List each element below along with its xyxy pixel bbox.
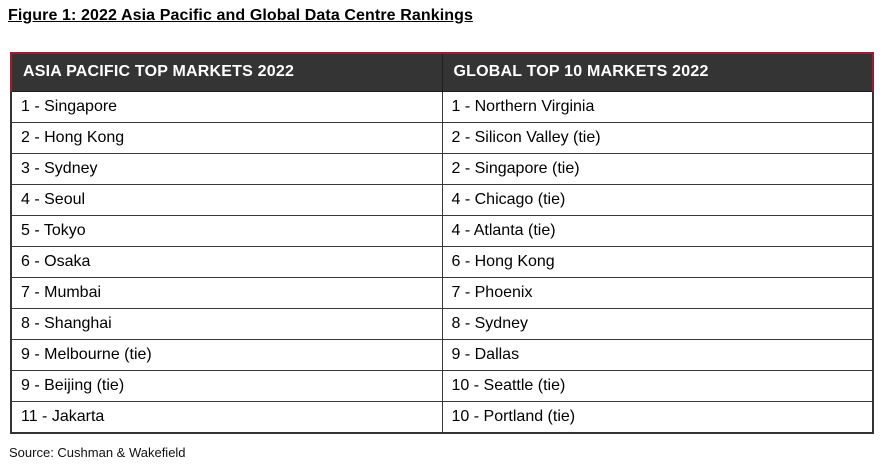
table-cell: 7 - Mumbai <box>10 277 443 309</box>
table-row: 7 - Mumbai 7 - Phoenix <box>10 277 874 309</box>
rankings-table-head: ASIA PACIFIC TOP MARKETS 2022 GLOBAL TOP… <box>10 52 874 92</box>
table-row: 2 - Hong Kong 2 - Silicon Valley (tie) <box>10 122 874 154</box>
table-cell: 3 - Sydney <box>10 153 443 185</box>
table-cell: 1 - Northern Virginia <box>441 91 874 123</box>
table-row: 8 - Shanghai 8 - Sydney <box>10 308 874 340</box>
figure-title: Figure 1: 2022 Asia Pacific and Global D… <box>8 7 474 24</box>
table-cell: 2 - Singapore (tie) <box>441 153 874 185</box>
table-cell: 8 - Sydney <box>441 308 874 340</box>
column-header-asia-pacific: ASIA PACIFIC TOP MARKETS 2022 <box>10 52 443 92</box>
table-row: 11 - Jakarta 10 - Portland (tie) <box>10 401 874 434</box>
table-cell: 4 - Seoul <box>10 184 443 216</box>
table-cell: 10 - Seattle (tie) <box>441 370 874 402</box>
table-row: 4 - Seoul 4 - Chicago (tie) <box>10 184 874 216</box>
table-cell: 10 - Portland (tie) <box>441 401 874 434</box>
figure-container: Figure 1: 2022 Asia Pacific and Global D… <box>8 7 874 460</box>
table-cell: 8 - Shanghai <box>10 308 443 340</box>
table-row: 3 - Sydney 2 - Singapore (tie) <box>10 153 874 185</box>
source-attribution: Source: Cushman & Wakefield <box>9 445 186 460</box>
table-row: 9 - Melbourne (tie) 9 - Dallas <box>10 339 874 371</box>
table-row: 6 - Osaka 6 - Hong Kong <box>10 246 874 278</box>
table-cell: 5 - Tokyo <box>10 215 443 247</box>
table-cell: 1 - Singapore <box>10 91 443 123</box>
table-cell: 9 - Dallas <box>441 339 874 371</box>
table-row: 1 - Singapore 1 - Northern Virginia <box>10 91 874 123</box>
table-cell: 7 - Phoenix <box>441 277 874 309</box>
table-cell: 11 - Jakarta <box>10 401 443 434</box>
table-cell: 4 - Atlanta (tie) <box>441 215 874 247</box>
table-row: 5 - Tokyo 4 - Atlanta (tie) <box>10 215 874 247</box>
column-header-global: GLOBAL TOP 10 MARKETS 2022 <box>441 52 874 92</box>
table-cell: 9 - Melbourne (tie) <box>10 339 443 371</box>
table-cell: 9 - Beijing (tie) <box>10 370 443 402</box>
table-cell: 6 - Hong Kong <box>441 246 874 278</box>
table-cell: 2 - Silicon Valley (tie) <box>441 122 874 154</box>
table-row: 9 - Beijing (tie) 10 - Seattle (tie) <box>10 370 874 402</box>
rankings-table: ASIA PACIFIC TOP MARKETS 2022 GLOBAL TOP… <box>10 52 874 434</box>
table-cell: 2 - Hong Kong <box>10 122 443 154</box>
header-row: ASIA PACIFIC TOP MARKETS 2022 GLOBAL TOP… <box>10 52 874 92</box>
rankings-table-body: 1 - Singapore 1 - Northern Virginia 2 - Ho… <box>10 91 874 434</box>
table-cell: 6 - Osaka <box>10 246 443 278</box>
table-cell: 4 - Chicago (tie) <box>441 184 874 216</box>
